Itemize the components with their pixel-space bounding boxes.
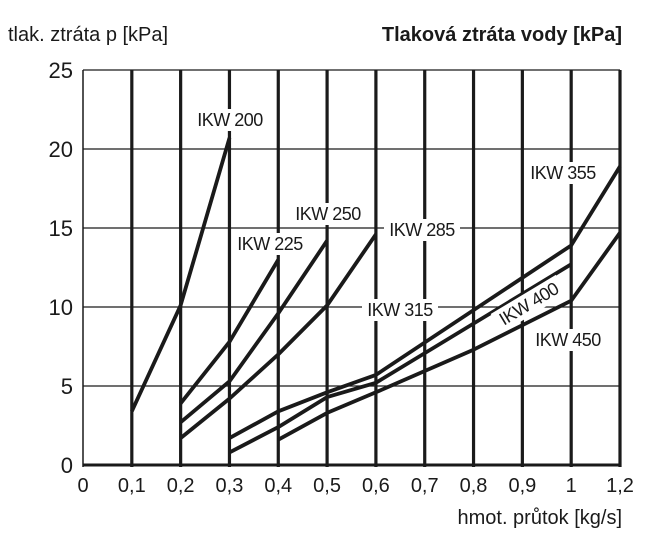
series-label: IKW 200 (197, 110, 263, 130)
series-label: IKW 285 (389, 220, 455, 240)
series-label-background (525, 162, 601, 184)
x-tick-label: 0,8 (460, 475, 488, 497)
x-tick-label: 1 (566, 475, 577, 497)
series-label-group: IKW 250 (290, 203, 366, 225)
series-label: IKW 225 (237, 234, 303, 254)
x-tick-label: 0,7 (411, 475, 439, 497)
y-axis-label: tlak. ztráta p [kPa] (8, 24, 168, 46)
x-tick-label: 0,5 (313, 475, 341, 497)
series-label-background (530, 329, 606, 351)
y-tick-label: 20 (49, 137, 73, 162)
series-line-ikw-200 (130, 137, 232, 413)
series-label-background (192, 109, 268, 131)
series-line-ikw-400 (228, 262, 573, 455)
chart-title: Tlaková ztráta vody [kPa] (382, 24, 622, 46)
x-axis-label: hmot. průtok [kg/s] (457, 507, 622, 529)
series-label-group: IKW 315 (362, 299, 438, 321)
x-tick-label: 0,3 (216, 475, 244, 497)
series-line-ikw-250 (179, 239, 329, 424)
series-label-group: IKW 450 (530, 329, 606, 351)
series-label-group: IKW 200 (192, 109, 268, 131)
series-label-group: IKW 225 (232, 233, 308, 255)
y-tick-label: 0 (61, 453, 73, 478)
series-label-group: IKW 355 (525, 162, 601, 184)
series-label: IKW 250 (295, 204, 361, 224)
x-tick-label: 0,2 (167, 475, 195, 497)
y-tick-label: 25 (49, 58, 73, 83)
series-line-ikw-450 (277, 231, 622, 442)
series-label: IKW 355 (530, 163, 596, 183)
y-tick-label: 15 (49, 216, 73, 241)
series-label-background (490, 274, 568, 333)
series-label: IKW 450 (535, 330, 601, 350)
series-line-ikw-285 (179, 233, 378, 440)
x-tick-label: 0,1 (118, 475, 146, 497)
series-line-ikw-355 (228, 165, 622, 440)
y-tick-label: 10 (49, 295, 73, 320)
series-label-background (384, 219, 460, 241)
series-label-group: IKW 285 (384, 219, 460, 241)
x-tick-label: 0,4 (264, 475, 292, 497)
series-line-ikw-225 (179, 258, 280, 405)
x-tick-label: 0,6 (362, 475, 390, 497)
x-tick-label: 0 (77, 475, 88, 497)
series-label-background (232, 233, 308, 255)
series-label-group: IKW 400 (490, 274, 568, 333)
y-tick-label: 5 (61, 374, 73, 399)
x-tick-label: 0,9 (508, 475, 536, 497)
x-tick-label: 1,2 (606, 475, 634, 497)
series-label: IKW 315 (367, 300, 433, 320)
series-label-background (362, 299, 438, 321)
series-label-background (290, 203, 366, 225)
